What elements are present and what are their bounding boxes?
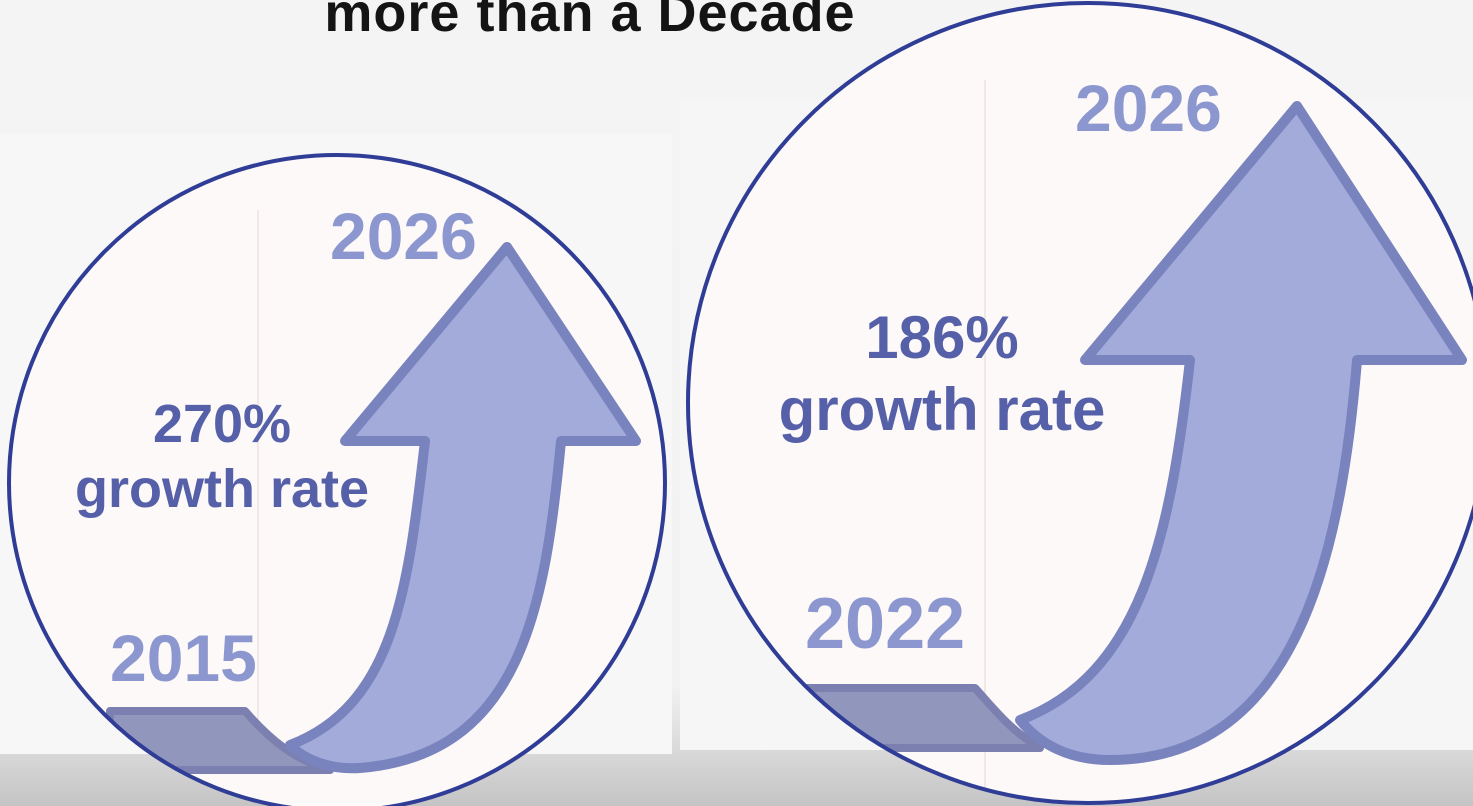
right-growth-text: growth rate: [778, 376, 1106, 443]
growth-circle-right: [686, 1, 1473, 805]
circle-right-outline: [686, 1, 1473, 805]
right-end-year: 2026: [1075, 71, 1222, 145]
growth-arrow-right-up: [1015, 101, 1467, 765]
right-growth-label: 186% growth rate: [722, 302, 1162, 446]
left-start-year: 2015: [110, 621, 257, 695]
growth-arrow-left-up: [285, 242, 641, 774]
circle-left-outline: [7, 153, 667, 806]
page-title: more than a Decade: [324, 0, 856, 43]
left-growth-label: 270% growth rate: [52, 392, 392, 522]
left-end-year: 2026: [330, 199, 477, 273]
left-growth-text: growth rate: [74, 458, 370, 519]
right-start-year: 2022: [805, 584, 966, 664]
growth-circle-left: [7, 153, 667, 806]
right-growth-percent: 186%: [865, 304, 1019, 371]
left-growth-percent: 270%: [152, 394, 292, 454]
